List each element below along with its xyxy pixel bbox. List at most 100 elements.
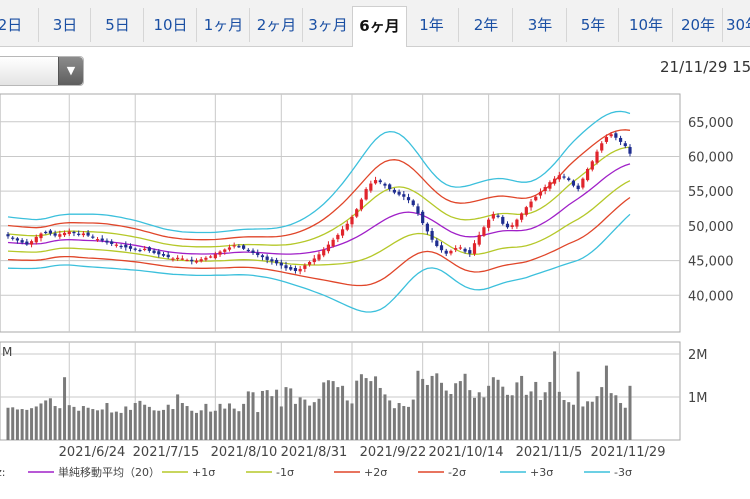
candle-body <box>67 231 71 235</box>
candle-body <box>171 258 175 260</box>
volume-bar <box>44 400 48 440</box>
candle-body <box>406 197 411 201</box>
tab-13[interactable]: 20年 <box>672 8 723 42</box>
candle-body <box>199 259 203 262</box>
volume-bar <box>30 408 34 440</box>
tab-9[interactable]: 2年 <box>458 8 513 42</box>
candle-body <box>86 232 90 236</box>
candle-body <box>317 254 321 260</box>
volume-bar <box>435 373 439 440</box>
volume-bar <box>374 376 378 440</box>
tab-5[interactable]: 2ヶ月 <box>249 8 303 42</box>
volume-bar <box>119 412 123 440</box>
volume-bar <box>11 407 15 440</box>
candle-body <box>345 223 349 230</box>
volume-bar <box>166 404 170 440</box>
candle-body <box>29 241 34 245</box>
volume-bar <box>491 377 495 440</box>
volume-bar <box>152 410 156 440</box>
candle-body <box>449 250 453 254</box>
volume-bar <box>86 407 90 440</box>
volume-bar <box>449 393 453 440</box>
candle-body <box>326 244 331 252</box>
candle-body <box>496 215 500 217</box>
candle-body <box>176 257 180 260</box>
volume-bar <box>331 381 335 440</box>
volume-bar <box>190 410 194 440</box>
tab-11[interactable]: 5年 <box>566 8 619 42</box>
candle-body <box>11 237 15 239</box>
volume-bar <box>63 377 67 440</box>
tab-2[interactable]: 5日 <box>90 8 144 42</box>
candle-body <box>274 259 279 264</box>
volume-bar <box>548 381 552 440</box>
tab-4[interactable]: 1ヶ月 <box>196 8 250 42</box>
candle-body <box>482 227 486 236</box>
candle-body <box>618 137 623 142</box>
candle-body <box>289 267 293 270</box>
volume-bar <box>416 370 420 440</box>
tab-1[interactable]: 3日 <box>38 8 91 42</box>
legend-label: 単純移動平均（20） <box>58 465 160 479</box>
volume-bar <box>162 409 165 440</box>
volume-bar <box>326 380 330 440</box>
candle-body <box>161 254 166 256</box>
tab-3[interactable]: 10日 <box>143 8 197 42</box>
candle-body <box>180 258 184 260</box>
tab-6[interactable]: 3ヶ月 <box>302 8 353 42</box>
volume-bar <box>110 412 114 440</box>
tab-10[interactable]: 3年 <box>512 8 567 42</box>
candle-body <box>340 229 345 236</box>
candle-body <box>416 206 420 214</box>
volume-bar <box>34 406 38 440</box>
legend-label: -1σ <box>276 466 294 479</box>
indicator-dropdown[interactable]: ▼ <box>0 56 84 86</box>
volume-bar <box>58 408 62 440</box>
volume-bar <box>289 388 293 440</box>
volume-bar <box>628 385 632 440</box>
price-tick-label: 60,000 <box>688 150 734 165</box>
tab-7[interactable]: 6ヶ月 <box>352 6 407 47</box>
volume-bar <box>392 408 396 440</box>
candle-body <box>439 245 444 251</box>
volume-bar <box>171 409 175 440</box>
candle-body <box>100 238 104 241</box>
candle-body <box>538 191 543 196</box>
candle-body <box>246 249 250 252</box>
volume-bar <box>265 390 269 440</box>
volume-bar <box>383 394 387 440</box>
tab-8[interactable]: 1年 <box>419 16 444 34</box>
volume-bar <box>218 403 222 440</box>
tab-12[interactable]: 10年 <box>618 8 673 42</box>
volume-bar <box>567 402 571 440</box>
price-tick-label: 65,000 <box>688 116 734 131</box>
candle-body <box>147 247 151 251</box>
volume-bar <box>473 397 476 440</box>
volume-bar <box>468 390 472 440</box>
candle-body <box>270 259 274 262</box>
candle-body <box>411 200 415 206</box>
chevron-down-icon[interactable]: ▼ <box>58 57 83 85</box>
volume-bar <box>345 400 349 440</box>
volume-bar <box>336 387 340 440</box>
candle-body <box>520 213 524 220</box>
candle-body <box>293 267 298 271</box>
candle-body <box>477 234 481 245</box>
tab-14[interactable]: 30年 <box>722 8 750 42</box>
volume-bar <box>524 394 528 440</box>
volume-bar <box>242 403 246 440</box>
volume-unit-label: M <box>2 345 12 359</box>
volume-bar <box>538 400 542 440</box>
volume-bar <box>209 411 213 440</box>
legend-label: -2σ <box>448 466 466 479</box>
tab-0[interactable]: 2日 <box>0 16 23 34</box>
candle-body <box>218 251 222 255</box>
volume-bar <box>251 392 255 440</box>
volume-bar <box>562 400 566 440</box>
candle-body <box>143 248 147 250</box>
volume-bar <box>48 398 52 440</box>
volume-bar <box>369 381 373 440</box>
candle-body <box>359 199 364 210</box>
price-panel-frame <box>0 93 681 333</box>
